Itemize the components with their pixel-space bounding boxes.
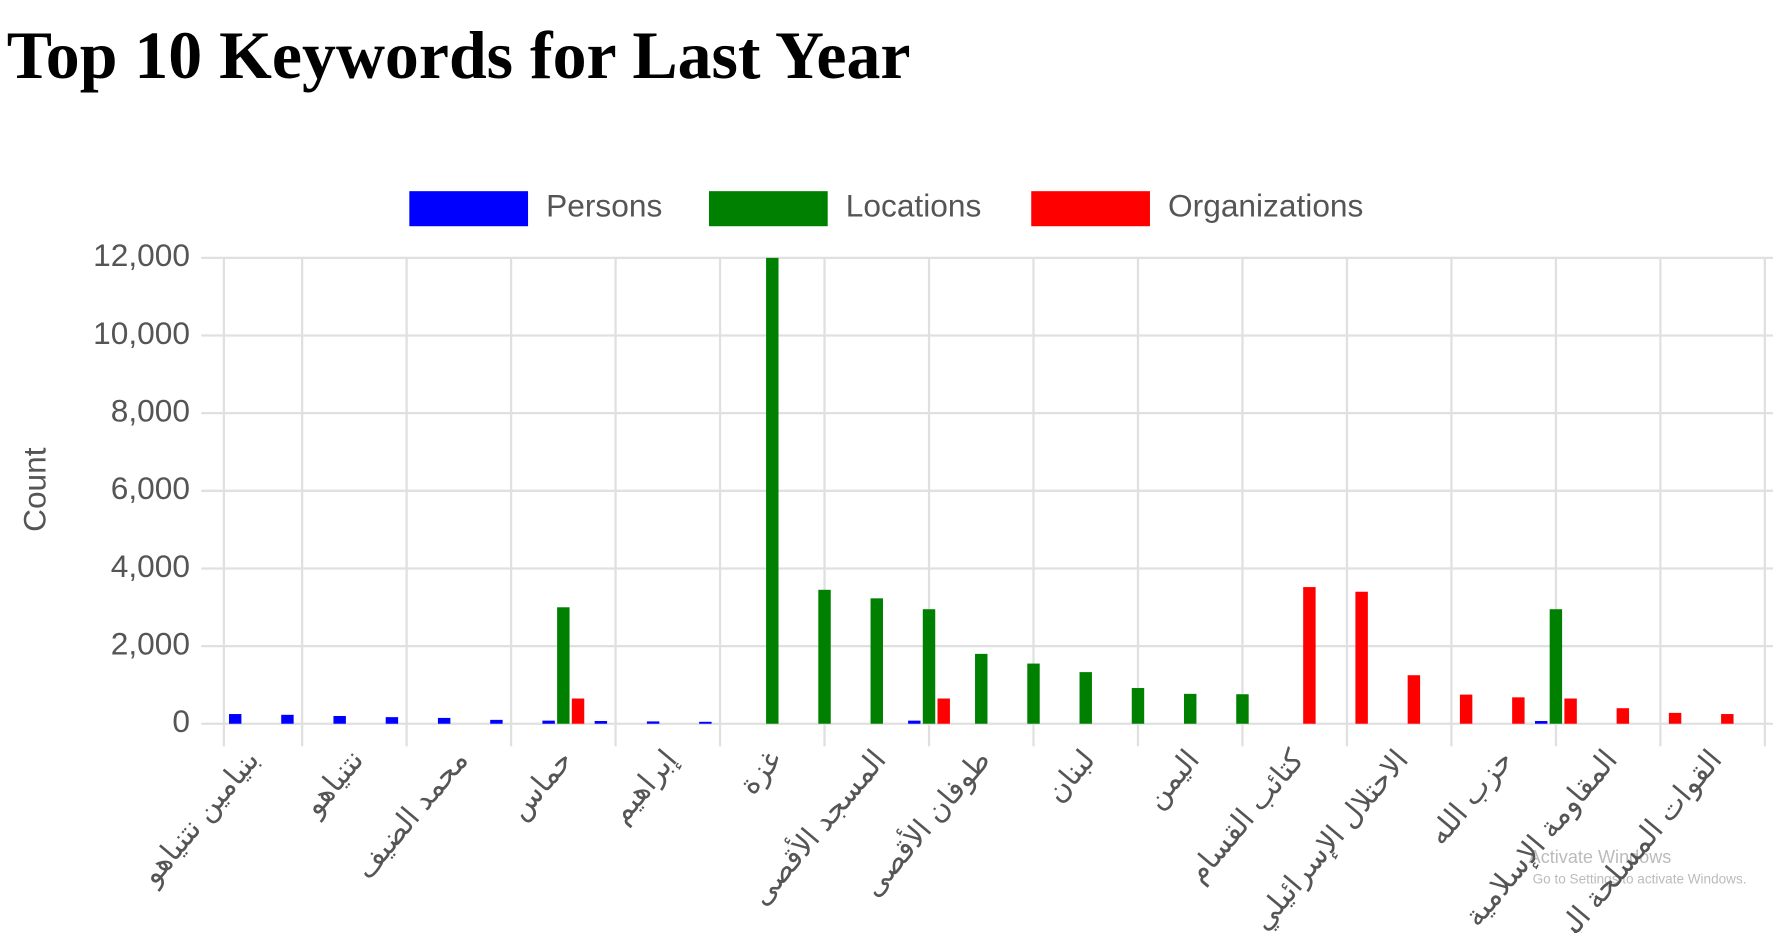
legend-swatch: [1031, 191, 1150, 227]
y-tick-label: 8,000: [111, 393, 190, 429]
bar: [594, 721, 608, 724]
bar: [571, 698, 585, 724]
x-tick-label: اليمن: [1139, 744, 1206, 815]
bar: [281, 714, 294, 724]
x-tick-label: نتنياهو: [296, 744, 370, 824]
bar: [766, 257, 779, 724]
bar: [1079, 672, 1092, 724]
x-tick-label: حزب الله: [1422, 744, 1520, 852]
legend-swatch: [409, 191, 529, 227]
bar: [1183, 693, 1197, 724]
y-tick-label: 0: [172, 703, 190, 739]
bar: [699, 721, 712, 724]
y-tick-label: 6,000: [111, 470, 190, 506]
bar: [1616, 708, 1630, 724]
bar: [1303, 587, 1316, 724]
bar: [437, 717, 451, 724]
bar: [1131, 688, 1145, 724]
bar: [818, 589, 831, 724]
bar: [937, 698, 950, 724]
bar: [333, 715, 346, 724]
y-axis-label: Count: [17, 447, 53, 532]
bar: [1027, 663, 1040, 724]
bar: [228, 714, 242, 724]
bar: [1355, 591, 1368, 724]
bar: [870, 598, 883, 724]
bar: [1512, 697, 1525, 724]
bar: [1459, 694, 1473, 724]
watermark-text: Go to Settings to activate Windows.: [1533, 871, 1747, 886]
x-tick-label: حماس: [502, 744, 579, 826]
chart-title: Top 10 Keywords for Last Year: [7, 18, 911, 93]
watermark-title: Activate Windows: [1529, 847, 1672, 867]
legend-swatch: [708, 191, 828, 227]
bar: [385, 717, 399, 724]
bar: [922, 609, 936, 724]
x-tick-label: غزة: [733, 744, 788, 801]
bar: [557, 607, 570, 724]
bar: [1534, 721, 1548, 724]
x-tick-label: لبنان: [1040, 744, 1102, 809]
x-tick-label: بنيامين نتنياهو: [134, 744, 266, 893]
bar: [1721, 714, 1734, 724]
bar: [490, 719, 503, 724]
x-tick-label: إبراهيم: [604, 744, 684, 831]
bar: [542, 720, 555, 724]
bar: [646, 721, 660, 724]
bar: [1668, 712, 1682, 724]
y-tick-label: 12,000: [93, 237, 190, 273]
bar: [1549, 609, 1563, 724]
y-tick-label: 4,000: [111, 548, 190, 584]
bar: [1236, 694, 1249, 724]
y-tick-label: 10,000: [93, 315, 190, 351]
legend-label: Organizations: [1168, 187, 1363, 223]
bar: [975, 653, 988, 724]
y-tick-label: 2,000: [111, 625, 190, 661]
bar: [908, 720, 921, 724]
bar: [1564, 698, 1577, 724]
bar: [1407, 675, 1421, 724]
legend-label: Persons: [546, 187, 662, 223]
legend-label: Locations: [846, 187, 982, 223]
